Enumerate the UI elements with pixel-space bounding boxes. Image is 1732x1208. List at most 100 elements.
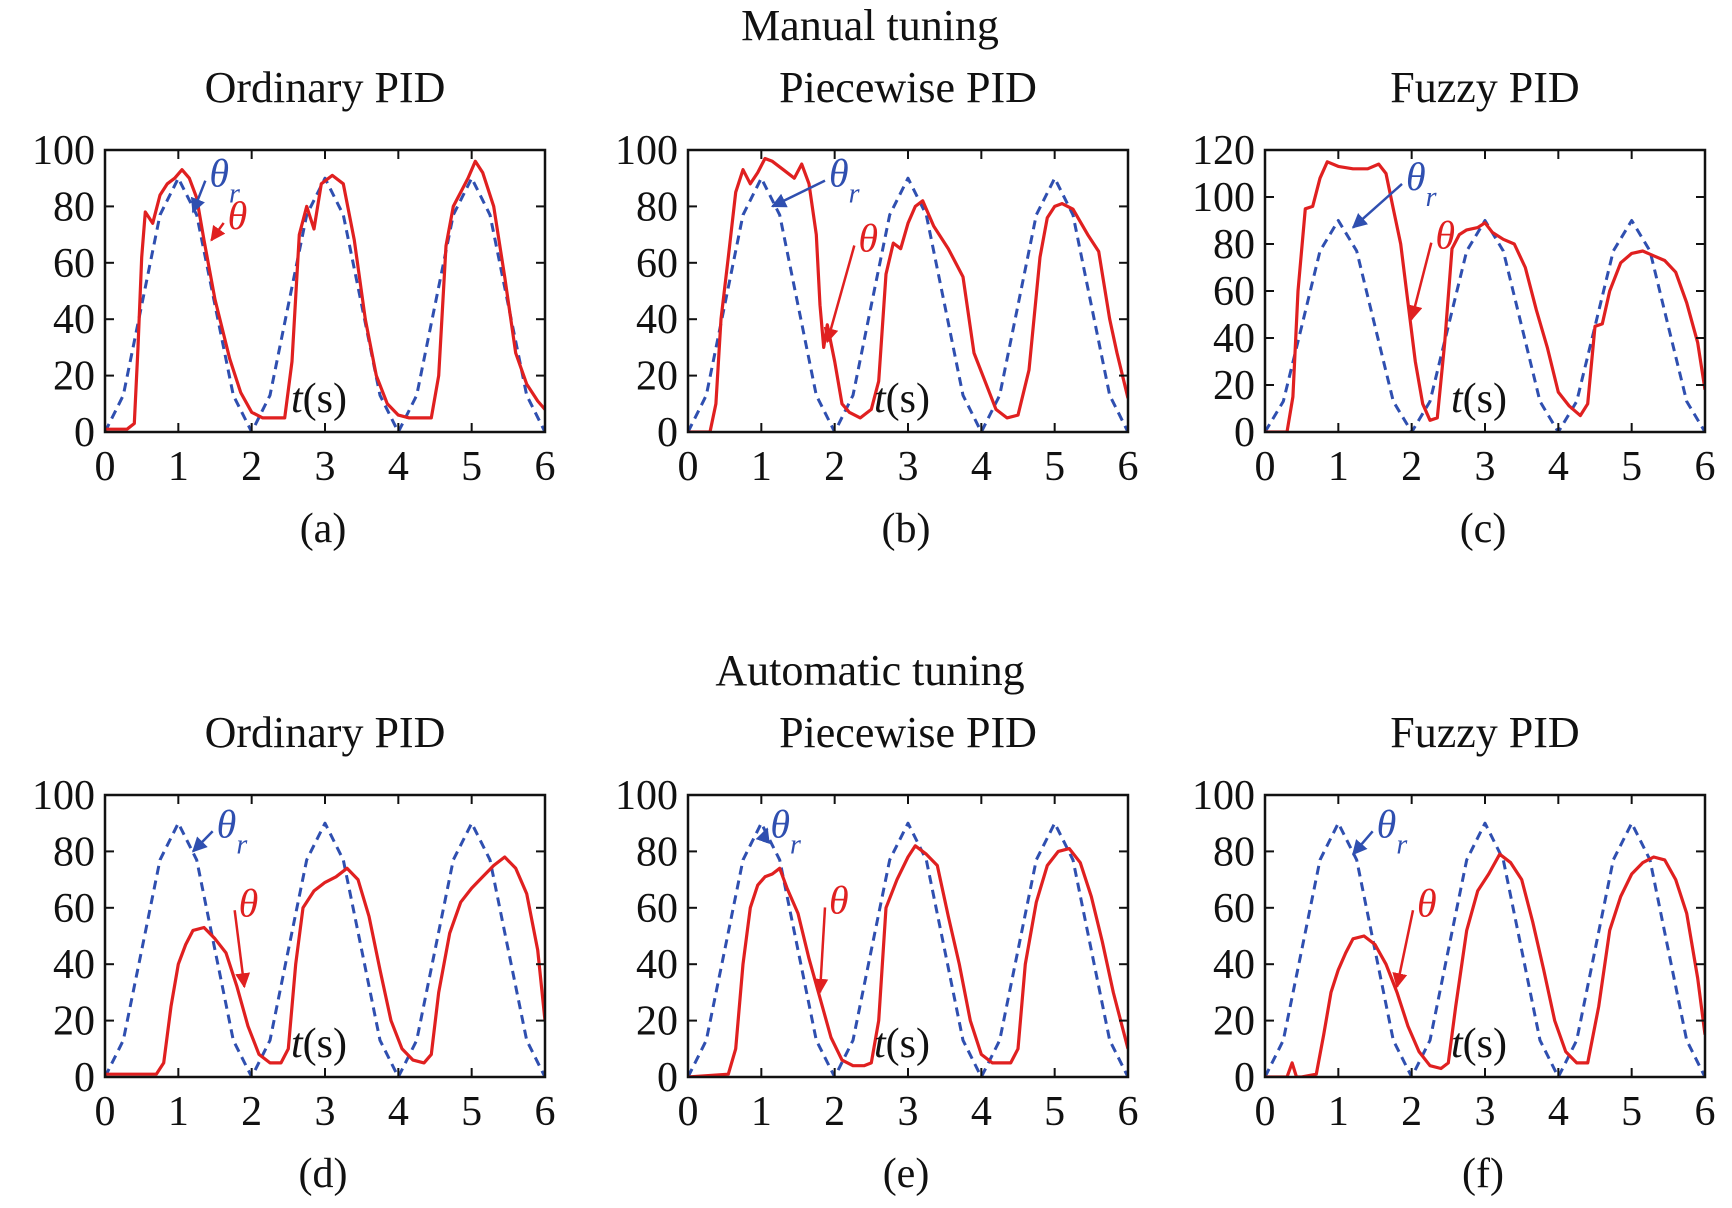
response-annotation-label: θ: [829, 877, 849, 922]
x-tick-label: 0: [678, 444, 699, 490]
reference-series-line: [688, 176, 1128, 432]
reference-series-line: [105, 176, 545, 432]
x-tick-label: 2: [824, 1089, 845, 1135]
response-annotation-arrow: [233, 910, 251, 989]
panel-title: Piecewise PID: [779, 63, 1037, 112]
response-series-line: [1265, 160, 1705, 432]
x-tick-label: 5: [461, 1089, 482, 1135]
x-tick-label: 0: [1255, 444, 1276, 490]
x-tick-label: 5: [1044, 1089, 1065, 1135]
y-tick-label: 0: [74, 410, 95, 456]
reference-annotation-arrow: [1352, 830, 1374, 856]
x-tick-label: 4: [388, 1089, 409, 1135]
x-tick-label: 2: [241, 1089, 262, 1135]
reference-series-line: [688, 821, 1128, 1077]
x-tick-label: 2: [824, 444, 845, 490]
time-axis-label: t(s): [291, 1021, 347, 1067]
reference-annotation-label: θr: [209, 151, 240, 210]
x-tick-label: 3: [898, 1089, 919, 1135]
response-annotation-label: θ: [228, 193, 248, 238]
x-tick-label: 4: [1548, 444, 1569, 490]
x-tick-label: 4: [388, 444, 409, 490]
reference-series-line: [1265, 821, 1705, 1077]
x-tick-label: 5: [461, 444, 482, 490]
row-title-automatic: Automatic tuning: [715, 646, 1024, 695]
x-tick-label: 1: [1328, 1089, 1349, 1135]
x-tick-label: 4: [971, 444, 992, 490]
y-tick-label: 0: [657, 410, 678, 456]
time-axis-label: t(s): [1451, 376, 1507, 422]
x-tick-label: 3: [315, 444, 336, 490]
reference-annotation-arrow: [755, 827, 770, 845]
reference-annotation-arrow: [1351, 183, 1403, 229]
panel-caption: (b): [882, 506, 931, 552]
x-tick-label: 1: [168, 444, 189, 490]
y-tick-label: 80: [1213, 829, 1255, 875]
response-series-line: [105, 159, 545, 431]
reference-annotation-label: θr: [829, 151, 860, 210]
x-tick-label: 0: [1255, 1089, 1276, 1135]
x-tick-label: 1: [168, 1089, 189, 1135]
response-series-line: [1265, 852, 1705, 1077]
x-tick-label: 3: [1475, 444, 1496, 490]
panel-title: Piecewise PID: [779, 708, 1037, 757]
response-annotation-label: θ: [1435, 213, 1455, 258]
y-tick-label: 100: [32, 128, 95, 174]
time-axis-label: t(s): [874, 1021, 930, 1067]
y-tick-label: 20: [636, 354, 678, 400]
y-tick-label: 60: [1213, 269, 1255, 315]
reference-annotation-arrow: [190, 180, 207, 214]
reference-annotation-label: θr: [1406, 154, 1437, 213]
y-tick-label: 60: [53, 241, 95, 287]
y-tick-label: 80: [636, 829, 678, 875]
y-tick-label: 60: [636, 241, 678, 287]
response-annotation-label: θ: [1417, 880, 1437, 925]
y-tick-label: 40: [636, 942, 678, 988]
response-annotation-label: θ: [239, 880, 259, 925]
reference-annotation-arrow: [191, 830, 214, 853]
x-tick-label: 6: [1695, 444, 1716, 490]
y-tick-label: 40: [53, 942, 95, 988]
x-tick-label: 6: [535, 1089, 556, 1135]
response-annotation-arrow: [1407, 242, 1433, 321]
x-tick-label: 1: [751, 1089, 772, 1135]
y-tick-label: 20: [53, 999, 95, 1045]
x-tick-label: 4: [971, 1089, 992, 1135]
y-tick-label: 20: [53, 354, 95, 400]
response-annotation-arrow: [1392, 910, 1415, 989]
panel-title: Ordinary PID: [205, 708, 446, 757]
y-tick-label: 20: [1213, 363, 1255, 409]
response-series-line: [688, 156, 1128, 432]
y-tick-label: 100: [32, 773, 95, 819]
response-series-line: [105, 855, 545, 1076]
y-tick-label: 40: [1213, 316, 1255, 362]
reference-annotation-label: θr: [1377, 801, 1408, 860]
response-series-line: [688, 844, 1128, 1077]
x-tick-label: 4: [1548, 1089, 1569, 1135]
panel-caption: (a): [300, 506, 347, 552]
x-tick-label: 6: [1118, 1089, 1139, 1135]
reference-annotation-label: θr: [770, 801, 801, 860]
y-tick-label: 80: [53, 829, 95, 875]
reference-annotation-label: θr: [217, 801, 248, 860]
x-tick-label: 1: [1328, 444, 1349, 490]
panel-title: Ordinary PID: [205, 63, 446, 112]
time-axis-label: t(s): [1451, 1021, 1507, 1067]
y-tick-label: 80: [1213, 222, 1255, 268]
x-tick-label: 0: [95, 444, 116, 490]
y-tick-label: 20: [636, 999, 678, 1045]
x-tick-label: 3: [898, 444, 919, 490]
row-title-manual: Manual tuning: [741, 1, 999, 50]
reference-series-line: [105, 821, 545, 1077]
time-axis-label: t(s): [874, 376, 930, 422]
y-tick-label: 60: [53, 886, 95, 932]
time-axis-label: t(s): [291, 376, 347, 422]
